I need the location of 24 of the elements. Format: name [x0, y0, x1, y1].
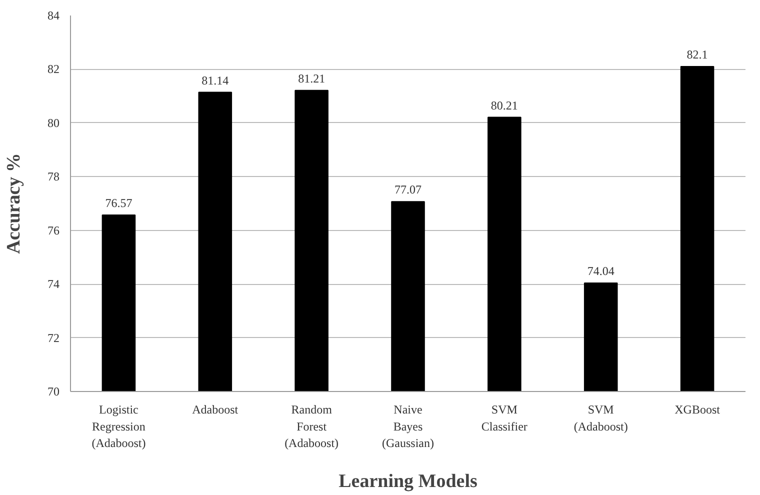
y-tick-label: 72 [48, 330, 60, 345]
data-label: 77.07 [394, 182, 422, 197]
y-tick-label: 82 [48, 62, 60, 76]
x-tick-label: Logistic Regression (Adaboost) [92, 402, 146, 450]
x-tick-label: Adaboost [192, 402, 239, 416]
y-tick-label: 70 [48, 384, 60, 398]
y-tick-label: 84 [48, 8, 60, 22]
y-axis-title: Accuracy % [4, 153, 24, 254]
x-axis-title: Learning Models [338, 471, 478, 492]
y-tick-label: 76 [48, 223, 60, 238]
data-label: 81.14 [202, 73, 229, 88]
y-tick-label: 80 [48, 116, 60, 130]
x-tick-label: XGBoost [674, 402, 721, 416]
x-tick-label: Random Forest (Adaboost) [284, 402, 339, 450]
x-tick-label: Naive Bayes (Gaussian) [382, 402, 434, 450]
data-label: 81.21 [298, 71, 326, 86]
data-label: 76.57 [105, 196, 132, 210]
x-tick-label: SVM (Adaboost) [574, 402, 628, 434]
data-label: 80.21 [490, 98, 518, 112]
data-label: 82.1 [686, 48, 708, 62]
y-tick-label: 78 [48, 170, 60, 184]
x-tick-label: SVM Classifier [481, 402, 528, 434]
data-label: 74.04 [587, 264, 614, 278]
y-tick-label: 74 [48, 277, 60, 292]
